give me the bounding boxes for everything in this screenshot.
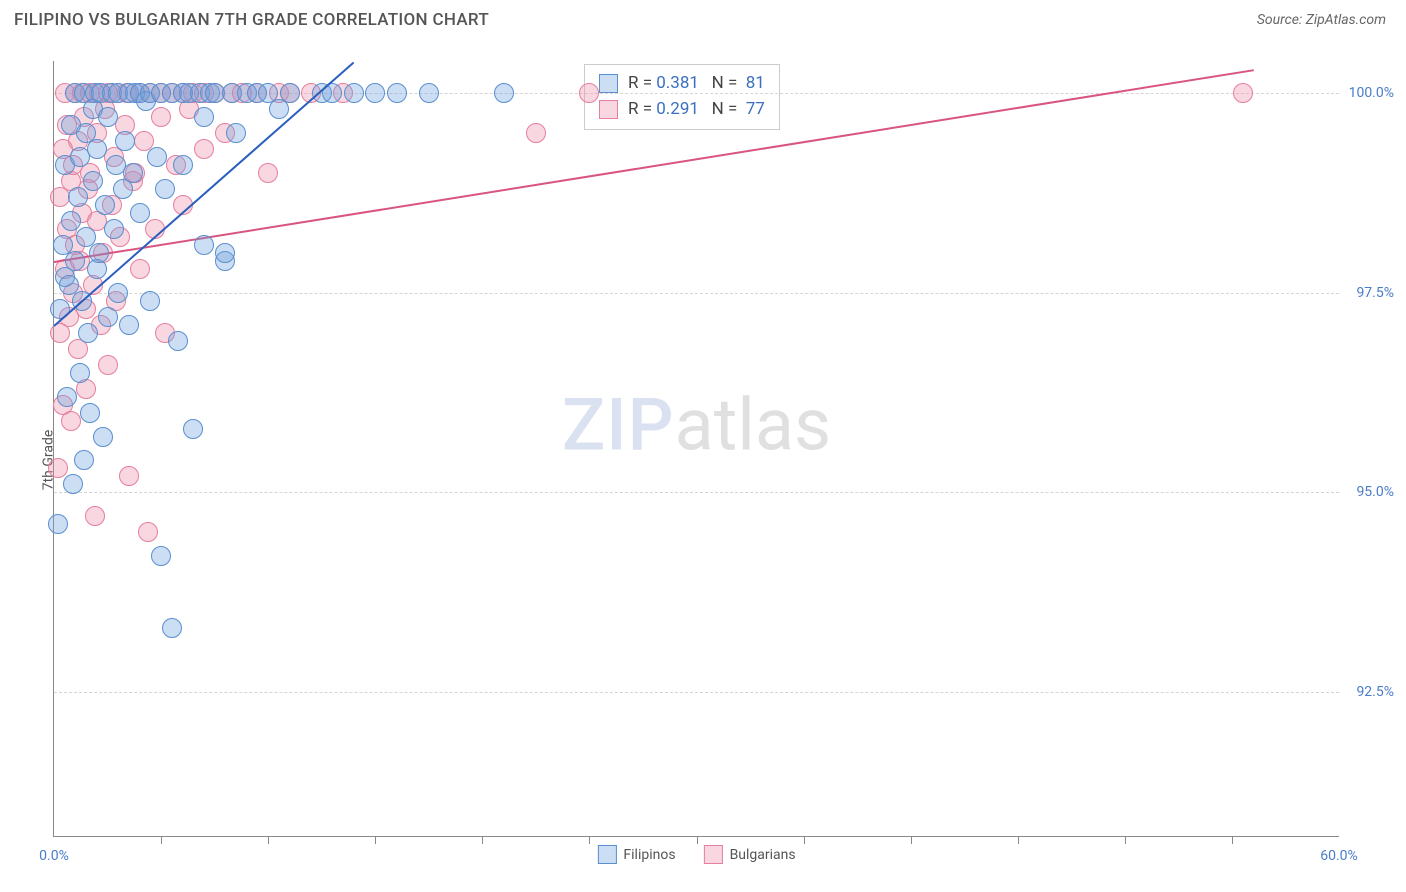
data-point-filipinos bbox=[70, 363, 90, 383]
data-point-filipinos bbox=[61, 211, 81, 231]
data-point-filipinos bbox=[104, 219, 124, 239]
data-point-filipinos bbox=[87, 139, 107, 159]
data-point-bulgarians bbox=[61, 411, 81, 431]
data-point-filipinos bbox=[83, 171, 103, 191]
ytick-label: 100.0% bbox=[1349, 85, 1394, 101]
chart-source: Source: ZipAtlas.com bbox=[1257, 12, 1386, 28]
data-point-filipinos bbox=[155, 179, 175, 199]
data-point-filipinos bbox=[57, 387, 77, 407]
data-point-filipinos bbox=[365, 83, 385, 103]
data-point-filipinos bbox=[89, 243, 109, 263]
data-point-filipinos bbox=[147, 147, 167, 167]
chart-container: 7th Grade ZIPatlas R = 0.381 N = 81 R = … bbox=[40, 45, 1390, 875]
data-point-filipinos bbox=[215, 243, 235, 263]
data-point-filipinos bbox=[119, 315, 139, 335]
data-point-filipinos bbox=[419, 83, 439, 103]
data-point-filipinos bbox=[162, 618, 182, 638]
data-point-filipinos bbox=[123, 163, 143, 183]
legend-item-filipinos: Filipinos bbox=[597, 845, 675, 864]
data-point-filipinos bbox=[63, 474, 83, 494]
data-point-filipinos bbox=[74, 450, 94, 470]
data-point-filipinos bbox=[78, 323, 98, 343]
chart-title: FILIPINO VS BULGARIAN 7TH GRADE CORRELAT… bbox=[14, 10, 489, 30]
data-point-filipinos bbox=[95, 195, 115, 215]
data-point-bulgarians bbox=[138, 522, 158, 542]
xtick bbox=[589, 836, 590, 844]
swatch-bulgarians bbox=[599, 100, 618, 119]
xtick bbox=[697, 836, 698, 844]
xtick bbox=[161, 836, 162, 844]
swatch-filipinos bbox=[599, 74, 618, 93]
watermark: ZIPatlas bbox=[562, 383, 831, 468]
data-point-filipinos bbox=[108, 283, 128, 303]
data-point-filipinos bbox=[48, 514, 68, 534]
stats-row-bulgarians: R = 0.291 N = 77 bbox=[599, 96, 765, 122]
data-point-filipinos bbox=[130, 203, 150, 223]
swatch-filipinos-icon bbox=[597, 845, 616, 864]
data-point-bulgarians bbox=[194, 139, 214, 159]
data-point-filipinos bbox=[168, 331, 188, 351]
xtick-label-end: 60.0% bbox=[1320, 848, 1358, 864]
data-point-bulgarians bbox=[151, 107, 171, 127]
data-point-filipinos bbox=[280, 83, 300, 103]
data-point-filipinos bbox=[151, 546, 171, 566]
ytick-label: 95.0% bbox=[1356, 484, 1394, 500]
data-point-filipinos bbox=[194, 235, 214, 255]
data-point-filipinos bbox=[65, 251, 85, 271]
data-point-filipinos bbox=[68, 187, 88, 207]
data-point-filipinos bbox=[98, 307, 118, 327]
data-point-filipinos bbox=[387, 83, 407, 103]
data-point-bulgarians bbox=[130, 259, 150, 279]
xtick bbox=[268, 836, 269, 844]
data-point-bulgarians bbox=[98, 355, 118, 375]
data-point-filipinos bbox=[98, 107, 118, 127]
gridline-horizontal bbox=[54, 293, 1339, 294]
data-point-filipinos bbox=[226, 123, 246, 143]
ytick-label: 92.5% bbox=[1356, 684, 1394, 700]
data-point-bulgarians bbox=[579, 83, 599, 103]
data-point-bulgarians bbox=[48, 458, 68, 478]
data-point-filipinos bbox=[140, 291, 160, 311]
data-point-filipinos bbox=[80, 403, 100, 423]
plot-area: ZIPatlas R = 0.381 N = 81 R = 0.291 N = … bbox=[53, 61, 1339, 837]
xtick bbox=[1018, 836, 1019, 844]
data-point-filipinos bbox=[494, 83, 514, 103]
data-point-bulgarians bbox=[85, 506, 105, 526]
data-point-filipinos bbox=[173, 155, 193, 175]
xtick-label-start: 0.0% bbox=[39, 848, 69, 864]
gridline-horizontal bbox=[54, 692, 1339, 693]
data-point-filipinos bbox=[115, 131, 135, 151]
data-point-bulgarians bbox=[1233, 83, 1253, 103]
data-point-filipinos bbox=[183, 419, 203, 439]
data-point-bulgarians bbox=[119, 466, 139, 486]
bottom-legend: Filipinos Bulgarians bbox=[597, 845, 795, 864]
chart-header: FILIPINO VS BULGARIAN 7TH GRADE CORRELAT… bbox=[0, 0, 1406, 35]
data-point-filipinos bbox=[194, 107, 214, 127]
ytick-label: 97.5% bbox=[1356, 285, 1394, 301]
stats-legend-box: R = 0.381 N = 81 R = 0.291 N = 77 bbox=[584, 64, 780, 130]
xtick bbox=[911, 836, 912, 844]
xtick bbox=[804, 836, 805, 844]
data-point-bulgarians bbox=[526, 123, 546, 143]
xtick bbox=[1125, 836, 1126, 844]
xtick bbox=[375, 836, 376, 844]
data-point-filipinos bbox=[93, 427, 113, 447]
gridline-horizontal bbox=[54, 492, 1339, 493]
xtick bbox=[1232, 836, 1233, 844]
data-point-bulgarians bbox=[258, 163, 278, 183]
swatch-bulgarians-icon bbox=[704, 845, 723, 864]
data-point-filipinos bbox=[344, 83, 364, 103]
xtick bbox=[482, 836, 483, 844]
data-point-filipinos bbox=[50, 299, 70, 319]
legend-item-bulgarians: Bulgarians bbox=[704, 845, 796, 864]
